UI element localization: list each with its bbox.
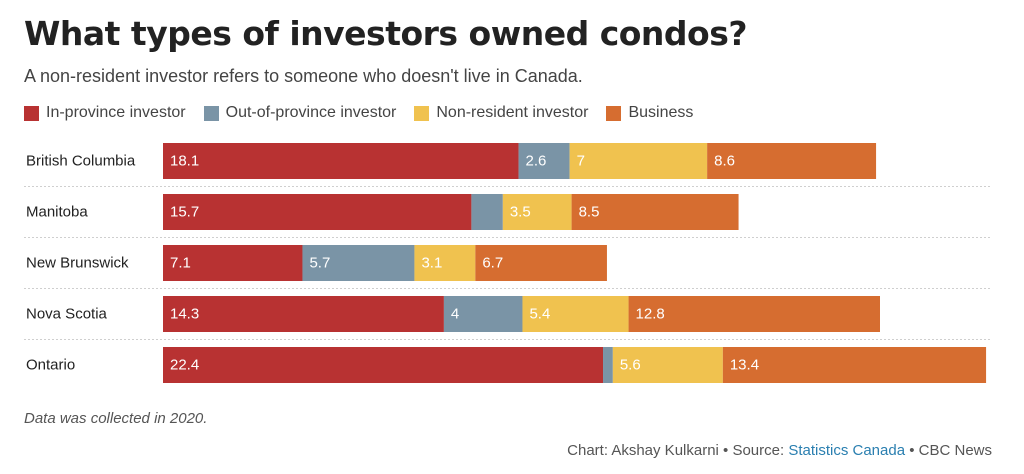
legend-item-business: Business	[606, 104, 693, 122]
category-label-british-columbia: British Columbia	[26, 153, 136, 170]
bar-business-ontario	[722, 347, 987, 383]
legend-swatch-non-resident	[414, 105, 430, 121]
data-label-business-manitoba: 8.5	[579, 204, 600, 221]
bar-business-nova-scotia	[628, 296, 880, 332]
bar-non-resident-investor-ontario	[612, 347, 723, 383]
bar-non-resident-investor-nova-scotia	[522, 296, 629, 332]
chart-credit: Chart: Akshay Kulkarni • Source: Statist…	[567, 442, 992, 459]
category-label-new-brunswick: New Brunswick	[26, 255, 129, 272]
legend-swatch-in-province	[24, 105, 39, 121]
data-label-non-resident-investor-ontario: 5.6	[620, 357, 641, 374]
chart-subtitle: A non-resident investor refers to someon…	[24, 66, 583, 86]
legend-item-non-resident: Non-resident investor	[414, 104, 588, 122]
legend-swatch-out-of-province	[203, 105, 219, 121]
data-label-in-province-investor-british-columbia: 18.1	[170, 153, 199, 170]
source-link[interactable]: Statistics Canada	[788, 442, 906, 459]
data-note: Data was collected in 2020.	[24, 410, 208, 427]
data-label-out-of-province-investor-nova-scotia: 4	[451, 306, 459, 323]
data-label-in-province-investor-manitoba: 15.7	[170, 204, 199, 221]
data-label-in-province-investor-ontario: 22.4	[170, 357, 199, 374]
data-label-business-new-brunswick: 6.7	[482, 255, 503, 272]
data-label-non-resident-investor-nova-scotia: 5.4	[529, 306, 550, 323]
bar-out-of-province-investor-new-brunswick	[302, 245, 415, 281]
bar-out-of-province-investor-nova-scotia	[443, 296, 523, 332]
chart-title: What types of investors owned condos?	[24, 14, 748, 53]
bar-in-province-investor-nova-scotia	[163, 296, 444, 332]
category-label-manitoba: Manitoba	[26, 204, 88, 221]
data-label-non-resident-investor-british-columbia: 7	[577, 153, 585, 170]
data-label-in-province-investor-new-brunswick: 7.1	[170, 255, 191, 272]
legend-swatch-business	[606, 105, 622, 121]
chart-legend: In-province investor Out-of-province inv…	[24, 104, 693, 122]
bar-non-resident-investor-british-columbia	[569, 143, 708, 179]
legend-label-non-resident: Non-resident investor	[436, 104, 589, 121]
bar-out-of-province-investor-manitoba	[471, 194, 503, 230]
data-label-out-of-province-investor-british-columbia: 2.6	[526, 153, 547, 170]
legend-item-in-province: In-province investor	[24, 104, 186, 122]
credit-prefix: Chart: Akshay Kulkarni • Source:	[567, 442, 789, 459]
category-label-nova-scotia: Nova Scotia	[26, 306, 108, 323]
bar-out-of-province-investor-british-columbia	[518, 143, 570, 179]
legend-label-in-province: In-province investor	[46, 104, 186, 121]
credit-suffix: • CBC News	[905, 442, 992, 459]
stacked-bar-chart: British Columbia 18.1 2.6 7 8.6 Manitoba 15.7 3…	[24, 143, 990, 383]
bar-non-resident-investor-manitoba	[502, 194, 572, 230]
data-label-business-nova-scotia: 12.8	[636, 306, 665, 323]
bar-non-resident-investor-new-brunswick	[414, 245, 476, 281]
data-label-in-province-investor-nova-scotia: 14.3	[170, 306, 199, 323]
data-label-business-british-columbia: 8.6	[714, 153, 735, 170]
legend-label-business: Business	[628, 104, 694, 121]
bar-in-province-investor-ontario	[163, 347, 604, 383]
bar-business-new-brunswick	[475, 245, 607, 281]
data-label-non-resident-investor-new-brunswick: 3.1	[421, 255, 442, 272]
bar-out-of-province-investor-ontario	[603, 347, 613, 383]
legend-item-out-of-province: Out-of-province investor	[203, 104, 397, 122]
bar-business-british-columbia	[707, 143, 877, 179]
category-label-ontario: Ontario	[26, 357, 75, 374]
bar-business-manitoba	[571, 194, 739, 230]
data-label-non-resident-investor-manitoba: 3.5	[510, 204, 531, 221]
data-label-business-ontario: 13.4	[730, 357, 759, 374]
bar-in-province-investor-new-brunswick	[163, 245, 303, 281]
legend-label-out-of-province: Out-of-province investor	[225, 104, 397, 121]
data-label-out-of-province-investor-new-brunswick: 5.7	[309, 255, 330, 272]
bar-in-province-investor-manitoba	[163, 194, 472, 230]
bar-in-province-investor-british-columbia	[163, 143, 519, 179]
